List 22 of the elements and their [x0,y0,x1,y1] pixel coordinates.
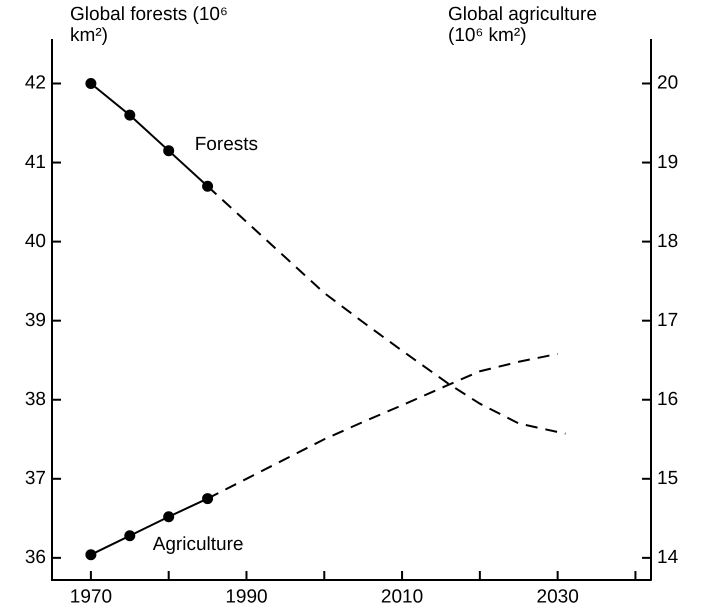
y2-tick-label: 15 [657,468,678,490]
x-tick-label: 2010 [380,586,424,608]
y-tick-label: 42 [24,72,46,94]
x-tick-label: 2030 [536,586,579,608]
y2-tick-label: 19 [657,152,678,173]
y-tick-label: 37 [24,468,46,490]
x-tick-label: 1990 [225,586,268,608]
y-tick-label: 40 [24,230,46,252]
y2-axis-title: Global agriculture (10⁶ km²) [448,4,598,46]
y-tick-label: 39 [24,310,46,331]
y-tick-label: 38 [24,388,46,410]
y2-tick-label: 17 [657,310,678,331]
y-tick-label: 41 [24,152,46,173]
series-label: Forests [194,134,258,155]
series-label: Agriculture [152,534,244,555]
y-tick-label: 36 [24,547,46,568]
y2-tick-label: 14 [657,547,679,568]
y2-tick-label: 16 [657,388,678,410]
y2-tick-label: 20 [657,72,678,94]
y2-tick-label: 18 [657,230,678,252]
x-tick-label: 1970 [70,586,112,608]
y-axis-title: Global forests (10⁶ km²) [70,4,229,46]
